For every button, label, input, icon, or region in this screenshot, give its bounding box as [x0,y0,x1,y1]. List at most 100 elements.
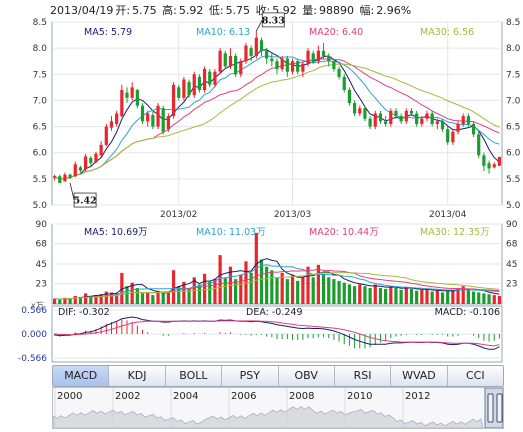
volume-bar [197,284,202,304]
volume-bar [234,279,238,304]
volume-bar [125,286,129,304]
volume-bar [84,293,88,304]
volume-bar [492,295,496,304]
annotation-leader [69,182,75,201]
volume-bar [182,281,186,304]
annotation-box [261,12,285,28]
volume-bar [373,284,377,304]
candle-body [373,113,377,127]
candle-body [409,110,414,114]
volume-bar [487,294,491,304]
candle-body [63,174,67,182]
volume-bar [265,266,269,304]
volume-bar [156,290,160,304]
candle-body [352,103,357,114]
volume-bar [115,293,119,304]
price-y-tick-left: 6.0 [33,149,48,159]
candle [244,42,248,64]
candle-body [104,126,108,145]
tab-macd[interactable]: MACD [53,366,110,386]
chart-canvas[interactable]: 8.5 8.5 8.0 8.0 7.5 7.5 7.0 7.0 6.5 6.5 6.0 6.0 5.5 5… [0,0,523,365]
volume-bar [368,288,372,304]
price-panel-frame [51,21,503,206]
candle-body [213,71,217,85]
volume-ma5-line [54,258,500,300]
candle-body [202,69,207,90]
candle-body [228,55,233,67]
price-y-tick-left: 5.0 [33,201,48,211]
candle-body [337,69,341,77]
volume-y-tick-right: 90 [506,220,518,230]
tab-kdj[interactable]: KDJ [109,366,166,386]
candle-body [301,63,305,72]
candle [446,126,450,145]
volume-bar [89,296,93,304]
candle [275,58,279,75]
candle [311,50,315,64]
candle [497,156,502,166]
candle [327,53,331,67]
candle-body [440,121,445,130]
candle [451,129,455,145]
tab-psy[interactable]: PSY [222,366,279,386]
volume-bar [151,295,155,304]
candle [384,116,388,127]
candle-body [249,48,253,56]
volume-ma-legend-ma30: MA30: 12.35万 [420,227,490,238]
candle-body [58,176,62,184]
volume-bar [202,273,207,304]
quote-low: 5.75 [225,4,251,17]
volume-bar [285,279,289,304]
quote-open: 5.75 [132,4,157,17]
price-ma-legend-ma30: MA30: 6.56 [420,27,474,38]
volume-bar [440,292,445,304]
candle [347,87,352,106]
volume-bar [456,288,460,304]
volume-bar [337,280,341,304]
tab-rsi[interactable]: RSI [335,366,392,386]
volume-bar [94,295,98,304]
candle [63,172,67,182]
candle [115,110,119,127]
macd-dif-label: DIF: -0.302 [58,307,110,318]
volume-bar [52,298,57,304]
candle-body [218,50,222,72]
volume-bar [404,287,408,304]
candle [166,113,170,132]
price-x-tick: 2013/04 [429,210,467,220]
candle [177,84,181,101]
candle-body [342,76,346,90]
price-y-tick-right: 8.5 [506,18,520,28]
candle [435,118,439,130]
candle-body [120,89,124,117]
price-x-tick: 2013/02 [160,210,197,220]
price-ma10-line [54,55,500,181]
candle-body [430,113,434,124]
candle [89,155,93,166]
tab-obv[interactable]: OBV [279,366,335,386]
candle [342,74,346,93]
time-navigator[interactable]: 2000 2002 2004 2006 2008 2010 2012 [52,387,504,429]
volume-bar [78,296,83,304]
tab-cci[interactable]: CCI [466,369,485,382]
candle [399,113,403,124]
candle-body [451,131,455,143]
candle [285,55,289,77]
candle [389,108,393,127]
volume-bar [425,288,429,304]
candle-body [78,167,83,171]
candle [440,118,445,132]
volume-bar [471,291,476,304]
candle [197,74,202,93]
volume-bar [378,288,383,304]
candle-body [482,155,486,166]
candle-body [285,58,289,72]
volume-bar [161,293,165,304]
tab-wvad[interactable]: WVAD [391,366,448,386]
candle-body [187,82,191,96]
navigator-year-label: 2002 [115,391,140,402]
tab-boll[interactable]: BOLL [166,366,223,386]
volume-bar [332,279,336,304]
price-y-tick-right: 7.5 [506,70,520,80]
